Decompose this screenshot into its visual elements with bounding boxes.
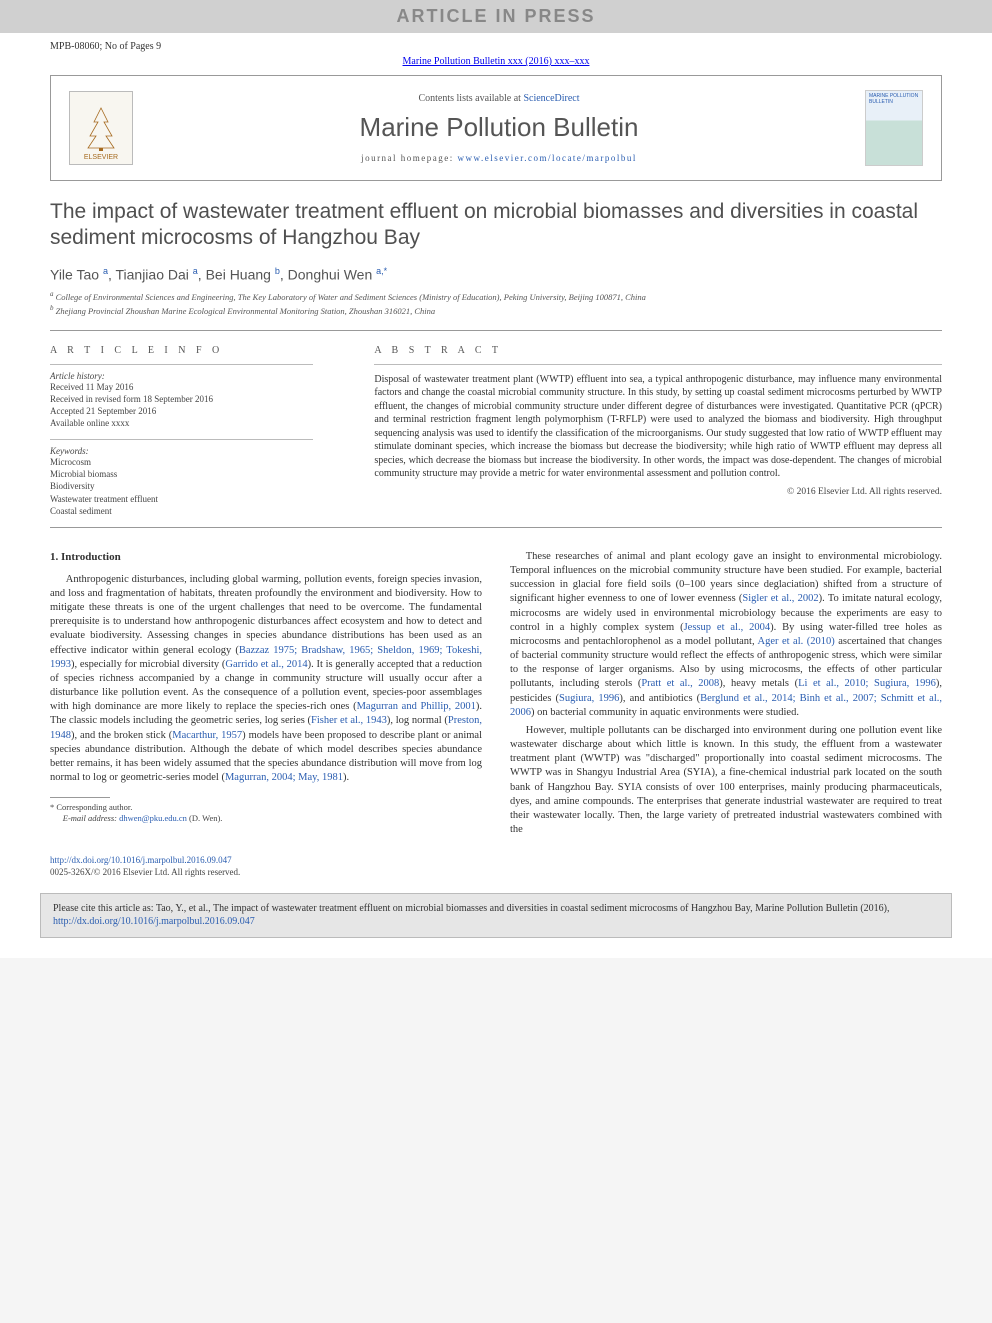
contents-prefix: Contents lists available at bbox=[418, 93, 523, 104]
citation-text: Please cite this article as: Tao, Y., et… bbox=[53, 903, 890, 914]
elsevier-label: ELSEVIER bbox=[84, 154, 118, 161]
paragraph-2: These researches of animal and plant eco… bbox=[510, 550, 942, 720]
abstract-copyright: © 2016 Elsevier Ltd. All rights reserved… bbox=[374, 487, 942, 497]
history-label: Article history: bbox=[50, 371, 342, 381]
article-info: A R T I C L E I N F O Article history: R… bbox=[50, 345, 342, 517]
body-text: Anthropogenic disturbances, including gl… bbox=[50, 574, 482, 656]
article-in-press-banner: ARTICLE IN PRESS bbox=[0, 0, 992, 33]
citation-link[interactable]: Li et al., 2010; Sugiura, 1996 bbox=[798, 678, 936, 689]
citation-link[interactable]: Ager et al. (2010) bbox=[758, 636, 835, 647]
section-number: 1. bbox=[50, 551, 58, 563]
cover-thumb-text: MARINE POLLUTION BULLETIN bbox=[869, 93, 918, 105]
elsevier-logo: ELSEVIER bbox=[69, 91, 133, 165]
bottom-identifiers: http://dx.doi.org/10.1016/j.marpolbul.20… bbox=[50, 855, 942, 878]
body-text: ), heavy metals ( bbox=[719, 678, 798, 689]
abstract: A B S T R A C T Disposal of wastewater t… bbox=[374, 345, 942, 517]
homepage-line: journal homepage: www.elsevier.com/locat… bbox=[133, 153, 865, 163]
citation-link[interactable]: Jessup et al., 2004 bbox=[684, 622, 771, 633]
body-text: ), and the broken stick ( bbox=[71, 730, 172, 741]
citation-link[interactable]: Macarthur, 1957 bbox=[172, 730, 242, 741]
body-columns: 1. Introduction Anthropogenic disturbanc… bbox=[50, 550, 942, 837]
citation-doi-link[interactable]: http://dx.doi.org/10.1016/j.marpolbul.20… bbox=[53, 916, 255, 927]
journal-reference-top: Marine Pollution Bulletin xxx (2016) xxx… bbox=[50, 56, 942, 67]
homepage-link[interactable]: www.elsevier.com/locate/marpolbul bbox=[458, 153, 637, 163]
doi-link[interactable]: http://dx.doi.org/10.1016/j.marpolbul.20… bbox=[50, 855, 232, 865]
corr-author-label: * Corresponding author. bbox=[50, 802, 482, 813]
affiliations: a College of Environmental Sciences and … bbox=[50, 290, 942, 317]
abstract-text: Disposal of wastewater treatment plant (… bbox=[374, 373, 942, 481]
contents-lists-line: Contents lists available at ScienceDirec… bbox=[133, 93, 865, 104]
paragraph-3: However, multiple pollutants can be disc… bbox=[510, 724, 942, 837]
body-text: ). bbox=[343, 772, 349, 783]
paragraph-1: Anthropogenic disturbances, including gl… bbox=[50, 573, 482, 786]
citation-link[interactable]: Pratt et al., 2008 bbox=[641, 678, 719, 689]
citation-box: Please cite this article as: Tao, Y., et… bbox=[40, 893, 952, 938]
email-link[interactable]: dhwen@pku.edu.cn bbox=[119, 813, 187, 823]
keywords-label: Keywords: bbox=[50, 446, 342, 456]
citation-link[interactable]: Fisher et al., 1943 bbox=[311, 715, 387, 726]
sciencedirect-link[interactable]: ScienceDirect bbox=[523, 93, 579, 104]
body-text: ) on bacterial community in aquatic envi… bbox=[531, 707, 799, 718]
header-center: Contents lists available at ScienceDirec… bbox=[133, 93, 865, 163]
section-heading: 1. Introduction bbox=[50, 550, 482, 565]
homepage-prefix: journal homepage: bbox=[361, 153, 457, 163]
section-title: Introduction bbox=[61, 551, 121, 563]
document-id: MPB-08060; No of Pages 9 bbox=[50, 41, 942, 52]
email-label: E-mail address: bbox=[63, 813, 119, 823]
history-lines: Received 11 May 2016Received in revised … bbox=[50, 381, 342, 430]
body-text: ), and antibiotics ( bbox=[619, 693, 700, 704]
journal-cover-thumb: MARINE POLLUTION BULLETIN bbox=[865, 90, 923, 166]
abstract-heading: A B S T R A C T bbox=[374, 345, 942, 356]
article-info-heading: A R T I C L E I N F O bbox=[50, 345, 342, 356]
corresponding-author-footnote: * Corresponding author. E-mail address: … bbox=[50, 802, 482, 824]
citation-link[interactable]: Garrido et al., 2014 bbox=[225, 659, 307, 670]
citation-link[interactable]: Sigler et al., 2002 bbox=[742, 593, 818, 604]
citation-link[interactable]: Sugiura, 1996 bbox=[559, 693, 619, 704]
page: ARTICLE IN PRESS MPB-08060; No of Pages … bbox=[0, 0, 992, 958]
email-suffix: (D. Wen). bbox=[187, 813, 223, 823]
article-title: The impact of wastewater treatment efflu… bbox=[50, 199, 942, 252]
citation-link[interactable]: Magurran, 2004; May, 1981 bbox=[225, 772, 343, 783]
body-text: ), log normal ( bbox=[387, 715, 448, 726]
journal-header: ELSEVIER Contents lists available at Sci… bbox=[50, 75, 942, 181]
footnote-separator bbox=[50, 797, 110, 798]
rule-bottom bbox=[50, 527, 942, 528]
journal-name: Marine Pollution Bulletin bbox=[133, 112, 865, 143]
citation-link[interactable]: Magurran and Phillip, 2001 bbox=[357, 701, 476, 712]
body-text: ), especially for microbial diversity ( bbox=[71, 659, 225, 670]
issn-line: 0025-326X/© 2016 Elsevier Ltd. All right… bbox=[50, 867, 240, 877]
keywords-lines: MicrocosmMicrobial biomassBiodiversityWa… bbox=[50, 456, 342, 517]
authors: Yile Tao a, Tianjiao Dai a, Bei Huang b,… bbox=[50, 266, 942, 283]
tree-icon bbox=[80, 104, 122, 152]
info-abstract-row: A R T I C L E I N F O Article history: R… bbox=[50, 331, 942, 527]
journal-reference-link[interactable]: Marine Pollution Bulletin xxx (2016) xxx… bbox=[403, 56, 590, 67]
